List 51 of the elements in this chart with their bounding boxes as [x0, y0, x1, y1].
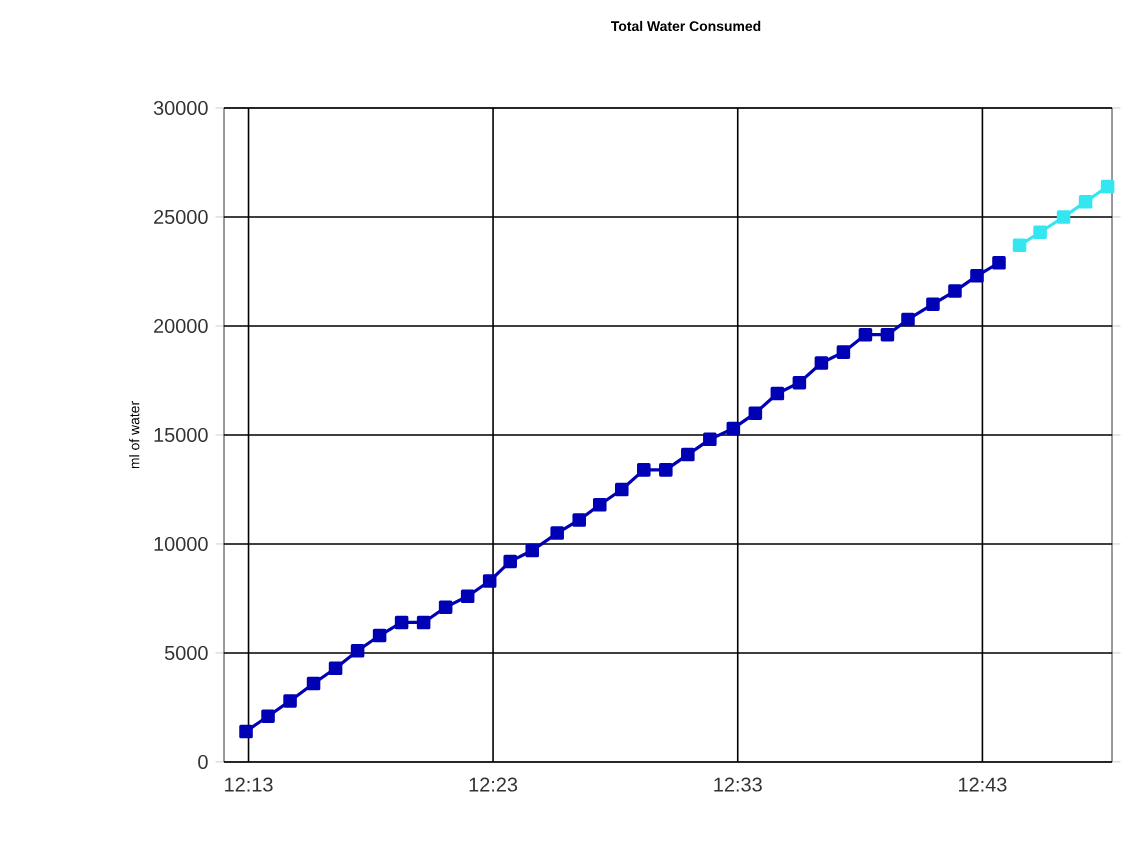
point [525, 543, 540, 558]
point [503, 554, 518, 569]
point [792, 375, 807, 390]
x-tick-label: 12:23 [469, 777, 518, 792]
point [1012, 238, 1027, 253]
point [880, 327, 895, 342]
x-tick-label: 12:33 [714, 777, 762, 792]
point [615, 482, 629, 497]
y-tick-label: 0 [198, 754, 208, 770]
point [1100, 179, 1115, 194]
point [261, 709, 275, 723]
point [1033, 225, 1047, 240]
y-tick-label: 5000 [164, 645, 208, 661]
point [836, 345, 851, 359]
point [970, 269, 984, 283]
y-tick-label: 10000 [154, 536, 208, 552]
point [372, 628, 387, 643]
x-tick-label: 12:43 [959, 777, 1007, 792]
point [283, 694, 297, 708]
point [703, 432, 717, 447]
y-tick-label: 15000 [154, 427, 208, 443]
point [748, 406, 763, 420]
point [572, 513, 586, 527]
point [416, 615, 431, 630]
point [550, 526, 564, 540]
point [592, 497, 607, 512]
point [992, 255, 1006, 270]
point [306, 676, 321, 691]
point [681, 447, 695, 462]
point [438, 600, 453, 614]
y-tick-label: 20000 [154, 318, 208, 334]
point [901, 312, 915, 327]
y-tick-label: 25000 [154, 209, 208, 225]
point [637, 463, 651, 477]
point [659, 463, 673, 477]
point [482, 574, 497, 588]
point [926, 297, 940, 311]
point [1056, 210, 1071, 224]
point [394, 615, 409, 630]
point [1078, 194, 1093, 209]
point [350, 644, 365, 658]
y-tick-label: 30000 [153, 100, 208, 116]
x-tick-label: 12:13 [225, 777, 273, 792]
point [948, 284, 962, 298]
point [460, 589, 475, 604]
point [770, 386, 785, 401]
point [858, 327, 873, 342]
point [726, 421, 741, 436]
point [814, 356, 829, 370]
point [328, 661, 343, 676]
point [239, 724, 253, 739]
